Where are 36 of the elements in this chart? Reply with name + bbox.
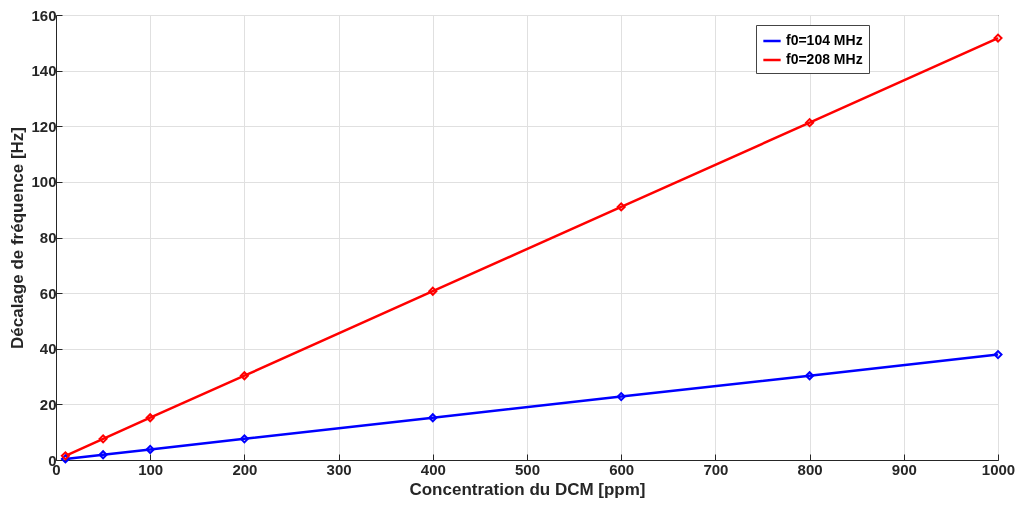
x-tick-label: 300 bbox=[326, 460, 352, 478]
x-tick-label: 800 bbox=[797, 460, 823, 478]
point bbox=[616, 392, 626, 402]
x-tick-label: 600 bbox=[609, 460, 635, 478]
y-tick-label: 160 bbox=[31, 6, 57, 24]
y-tick-label: 80 bbox=[39, 229, 57, 246]
point bbox=[805, 371, 815, 381]
y-axis-title: Décalage de fréquence [Hz] bbox=[8, 126, 28, 350]
point bbox=[98, 450, 108, 460]
y-tick-label: 140 bbox=[31, 62, 57, 80]
point bbox=[145, 444, 155, 454]
x-tick-label: 200 bbox=[232, 460, 258, 478]
point bbox=[239, 434, 249, 444]
legend-label: f0=104 MHz bbox=[786, 32, 863, 48]
x-tick-label: 1000 bbox=[981, 460, 1016, 478]
x-tick-label: 700 bbox=[703, 460, 729, 478]
x-tick-label: 500 bbox=[514, 460, 541, 478]
y-tick-label: 100 bbox=[31, 173, 57, 191]
x-tick-label: 900 bbox=[891, 460, 917, 478]
point bbox=[428, 413, 438, 423]
legend-label: f0=208 MHz bbox=[786, 51, 863, 67]
point bbox=[616, 202, 626, 212]
point bbox=[993, 33, 1003, 43]
y-tick-label: 120 bbox=[31, 117, 57, 135]
point bbox=[993, 350, 1003, 360]
x-tick-label: 400 bbox=[420, 460, 446, 478]
y-tick-label: 20 bbox=[39, 395, 57, 413]
point bbox=[805, 118, 815, 128]
x-axis-title: Concentration du DCM [ppm] bbox=[409, 479, 646, 499]
point bbox=[239, 371, 249, 381]
point bbox=[428, 286, 438, 296]
point bbox=[145, 413, 155, 423]
x-tick-label: 100 bbox=[138, 460, 164, 478]
point bbox=[98, 434, 108, 444]
y-tick-label: 40 bbox=[39, 340, 57, 358]
y-tick-label: 60 bbox=[39, 284, 57, 302]
